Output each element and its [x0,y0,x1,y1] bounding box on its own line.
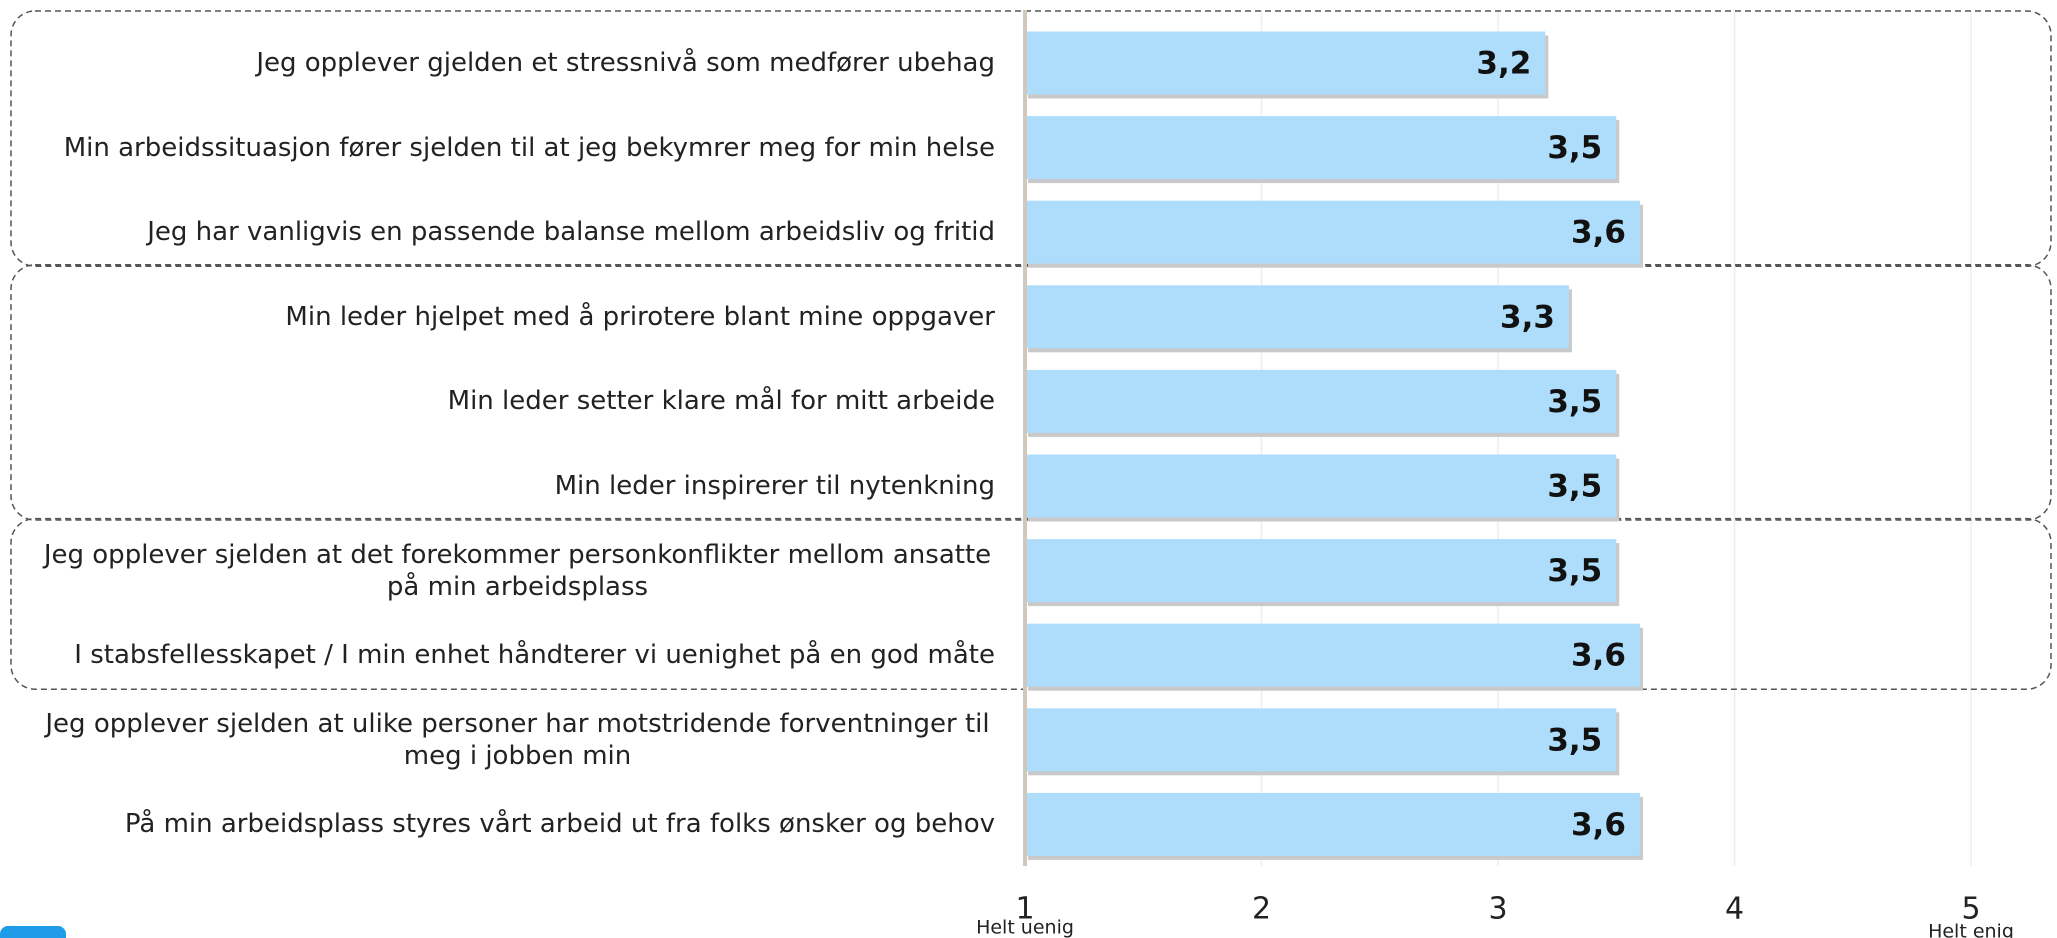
category-label: Min leder inspirerer til nytenkning [554,471,995,501]
category-label: Min arbeidssituasjon fører sjelden til a… [63,132,995,163]
category-label-box: Min arbeidssituasjon fører sjelden til a… [40,106,995,190]
value-label: 3,5 [1547,384,1602,420]
x-tick-label: 1 [1015,892,1034,927]
bar [1025,369,1617,433]
bar [1025,116,1617,180]
x-tick-label: 2 [1252,892,1271,927]
category-label-box: Jeg opplever sjelden at det forekommer p… [40,529,995,613]
category-label: Min leder setter klare mål for mitt arbe… [447,386,995,417]
bar [1025,539,1617,603]
value-label: 3,5 [1547,130,1602,166]
value-label: 3,5 [1547,553,1602,589]
category-label: I stabsfellesskapet / I min enhet håndte… [74,640,995,671]
category-label-box: I stabsfellesskapet / I min enhet håndte… [40,613,995,697]
corner-badge [0,926,66,938]
value-label: 3,6 [1571,215,1626,251]
value-label: 3,6 [1571,807,1626,843]
value-label: 3,3 [1500,299,1555,335]
x-tick-label: 5 [1961,892,1980,927]
bar [1025,792,1640,856]
x-tick-label: 3 [1488,892,1507,927]
category-label-box: Min leder setter klare mål for mitt arbe… [40,359,995,443]
category-label-box: Jeg opplever gjelden et stressnivå som m… [40,21,995,105]
category-label-box: Jeg opplever sjelden at ulike personer h… [40,698,995,782]
category-label: Jeg har vanligvis en passende balanse me… [147,217,995,248]
category-label: På min arbeidsplass styres vårt arbeid u… [124,809,995,840]
category-label: Min leder hjelpet med å prirotere blant … [285,301,995,332]
value-label: 3,6 [1571,638,1626,674]
x-min-label: Helt uenig [976,917,1074,938]
bar [1025,285,1569,349]
category-label-box: Min leder inspirerer til nytenkning [40,444,995,528]
x-tick-label: 4 [1725,892,1744,927]
bar [1025,200,1640,264]
category-label: Jeg opplever gjelden et stressnivå som m… [256,48,995,78]
category-label-box: På min arbeidsplass styres vårt arbeid u… [40,782,995,866]
category-label: Jeg opplever sjelden at det forekommer p… [43,539,992,602]
bar [1025,454,1617,518]
category-label-box: Min leder hjelpet med å prirotere blant … [40,275,995,359]
value-label: 3,2 [1476,46,1531,82]
bar [1025,31,1546,95]
category-label-box: Jeg har vanligvis en passende balanse me… [40,190,995,274]
value-label: 3,5 [1547,469,1602,505]
category-label: Jeg opplever sjelden at ulike personer h… [45,708,990,771]
x-max-label: Helt enig [1928,921,2014,938]
value-label: 3,5 [1547,722,1602,758]
bar [1025,623,1640,687]
bar [1025,708,1617,772]
